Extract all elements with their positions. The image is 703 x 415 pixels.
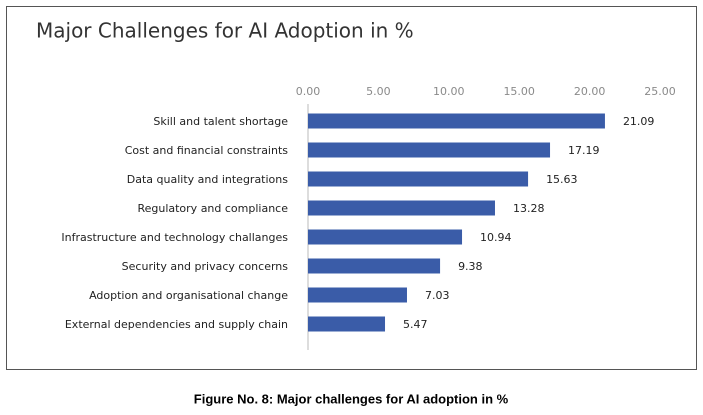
- x-tick-label: 5.00: [366, 85, 391, 98]
- bar: [308, 287, 407, 303]
- category-label: Adoption and organisational change: [89, 289, 288, 302]
- x-tick-label: 20.00: [574, 85, 606, 98]
- chart-frame: [6, 6, 697, 370]
- bar: [308, 258, 441, 274]
- category-label: Cost and financial constraints: [125, 144, 289, 157]
- value-label: 9.38: [458, 260, 483, 273]
- x-tick-label: 10.00: [433, 85, 465, 98]
- value-label: 21.09: [623, 115, 655, 128]
- value-label: 7.03: [425, 289, 450, 302]
- category-label: Security and privacy concerns: [122, 260, 289, 273]
- category-label: Regulatory and compliance: [137, 202, 288, 215]
- figure-caption: Figure No. 8: Major challenges for AI ad…: [194, 391, 509, 406]
- bar: [308, 316, 386, 332]
- bar: [308, 229, 463, 245]
- x-tick-label: 15.00: [503, 85, 535, 98]
- bar: [308, 171, 529, 187]
- bar: [308, 113, 605, 129]
- category-label: Skill and talent shortage: [153, 115, 288, 128]
- category-label: Data quality and integrations: [127, 173, 289, 186]
- chart-title: Major Challenges for AI Adoption in %: [36, 19, 414, 43]
- bar: [308, 142, 551, 158]
- category-label: External dependencies and supply chain: [65, 318, 288, 331]
- value-label: 13.28: [513, 202, 545, 215]
- x-tick-label: 0.00: [296, 85, 321, 98]
- value-label: 10.94: [480, 231, 512, 244]
- bar: [308, 200, 495, 216]
- value-label: 15.63: [546, 173, 578, 186]
- value-label: 17.19: [568, 144, 600, 157]
- x-tick-label: 25.00: [644, 85, 676, 98]
- value-label: 5.47: [403, 318, 428, 331]
- category-label: Infrastructure and technology challanges: [61, 231, 288, 244]
